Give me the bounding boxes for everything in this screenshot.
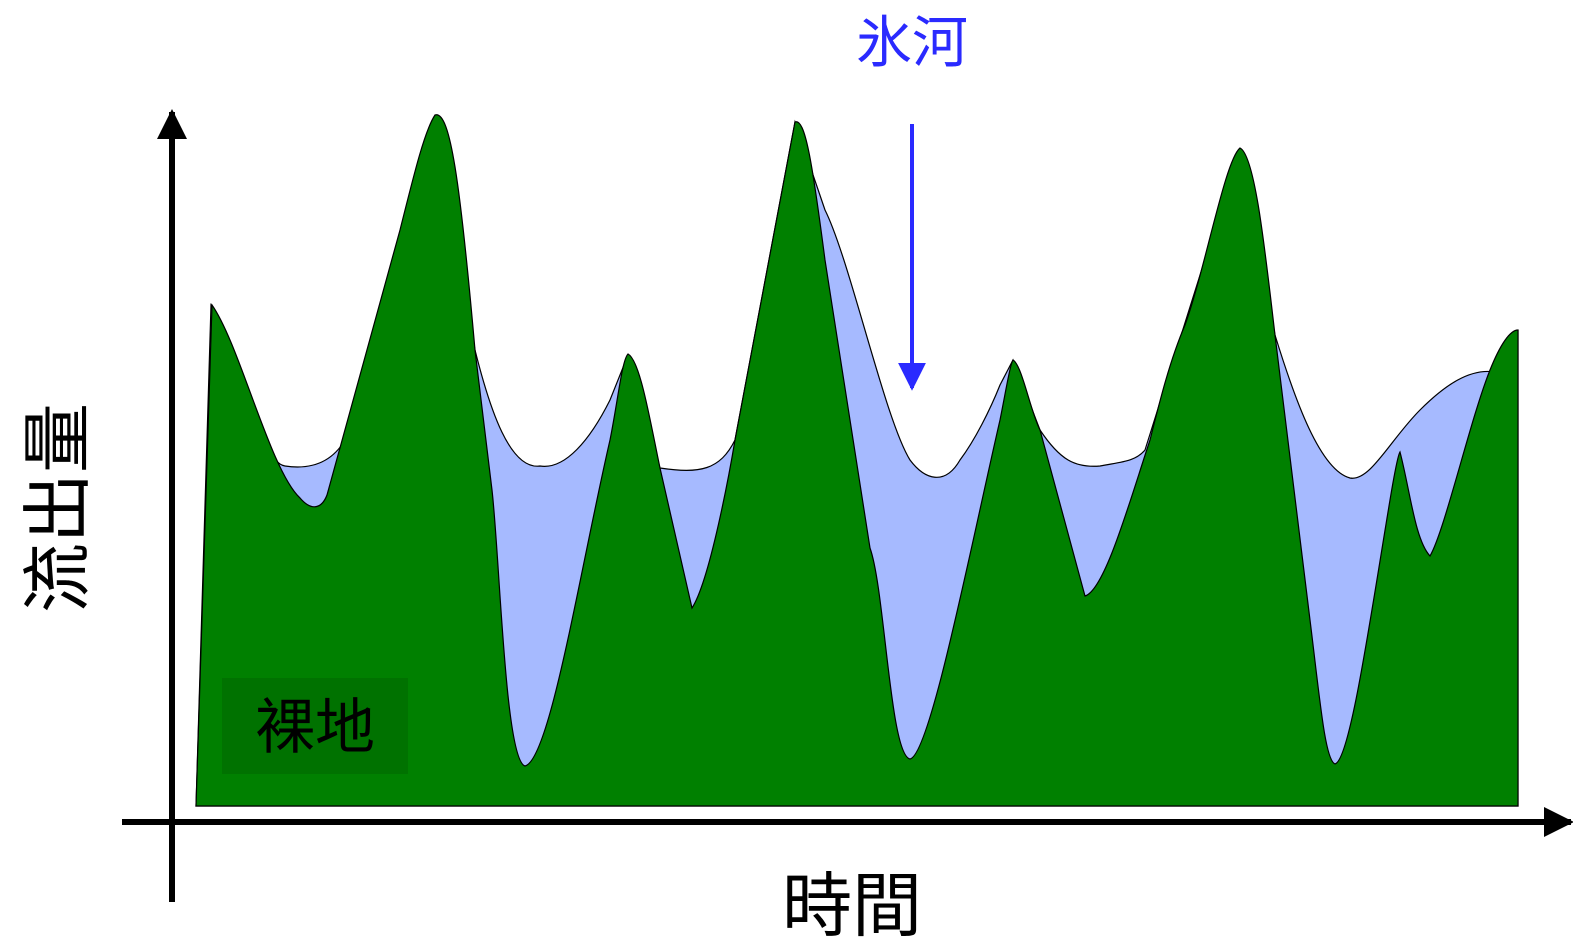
- x-axis-label: 時間: [782, 865, 922, 945]
- glacier-label: 氷河: [856, 11, 968, 76]
- y-axis-label: 流出量: [17, 403, 99, 613]
- bare-ground-label-box: [222, 678, 408, 774]
- bare-ground-runoff-area: [195, 114, 1519, 807]
- bare-ground-label: 裸地: [255, 693, 375, 763]
